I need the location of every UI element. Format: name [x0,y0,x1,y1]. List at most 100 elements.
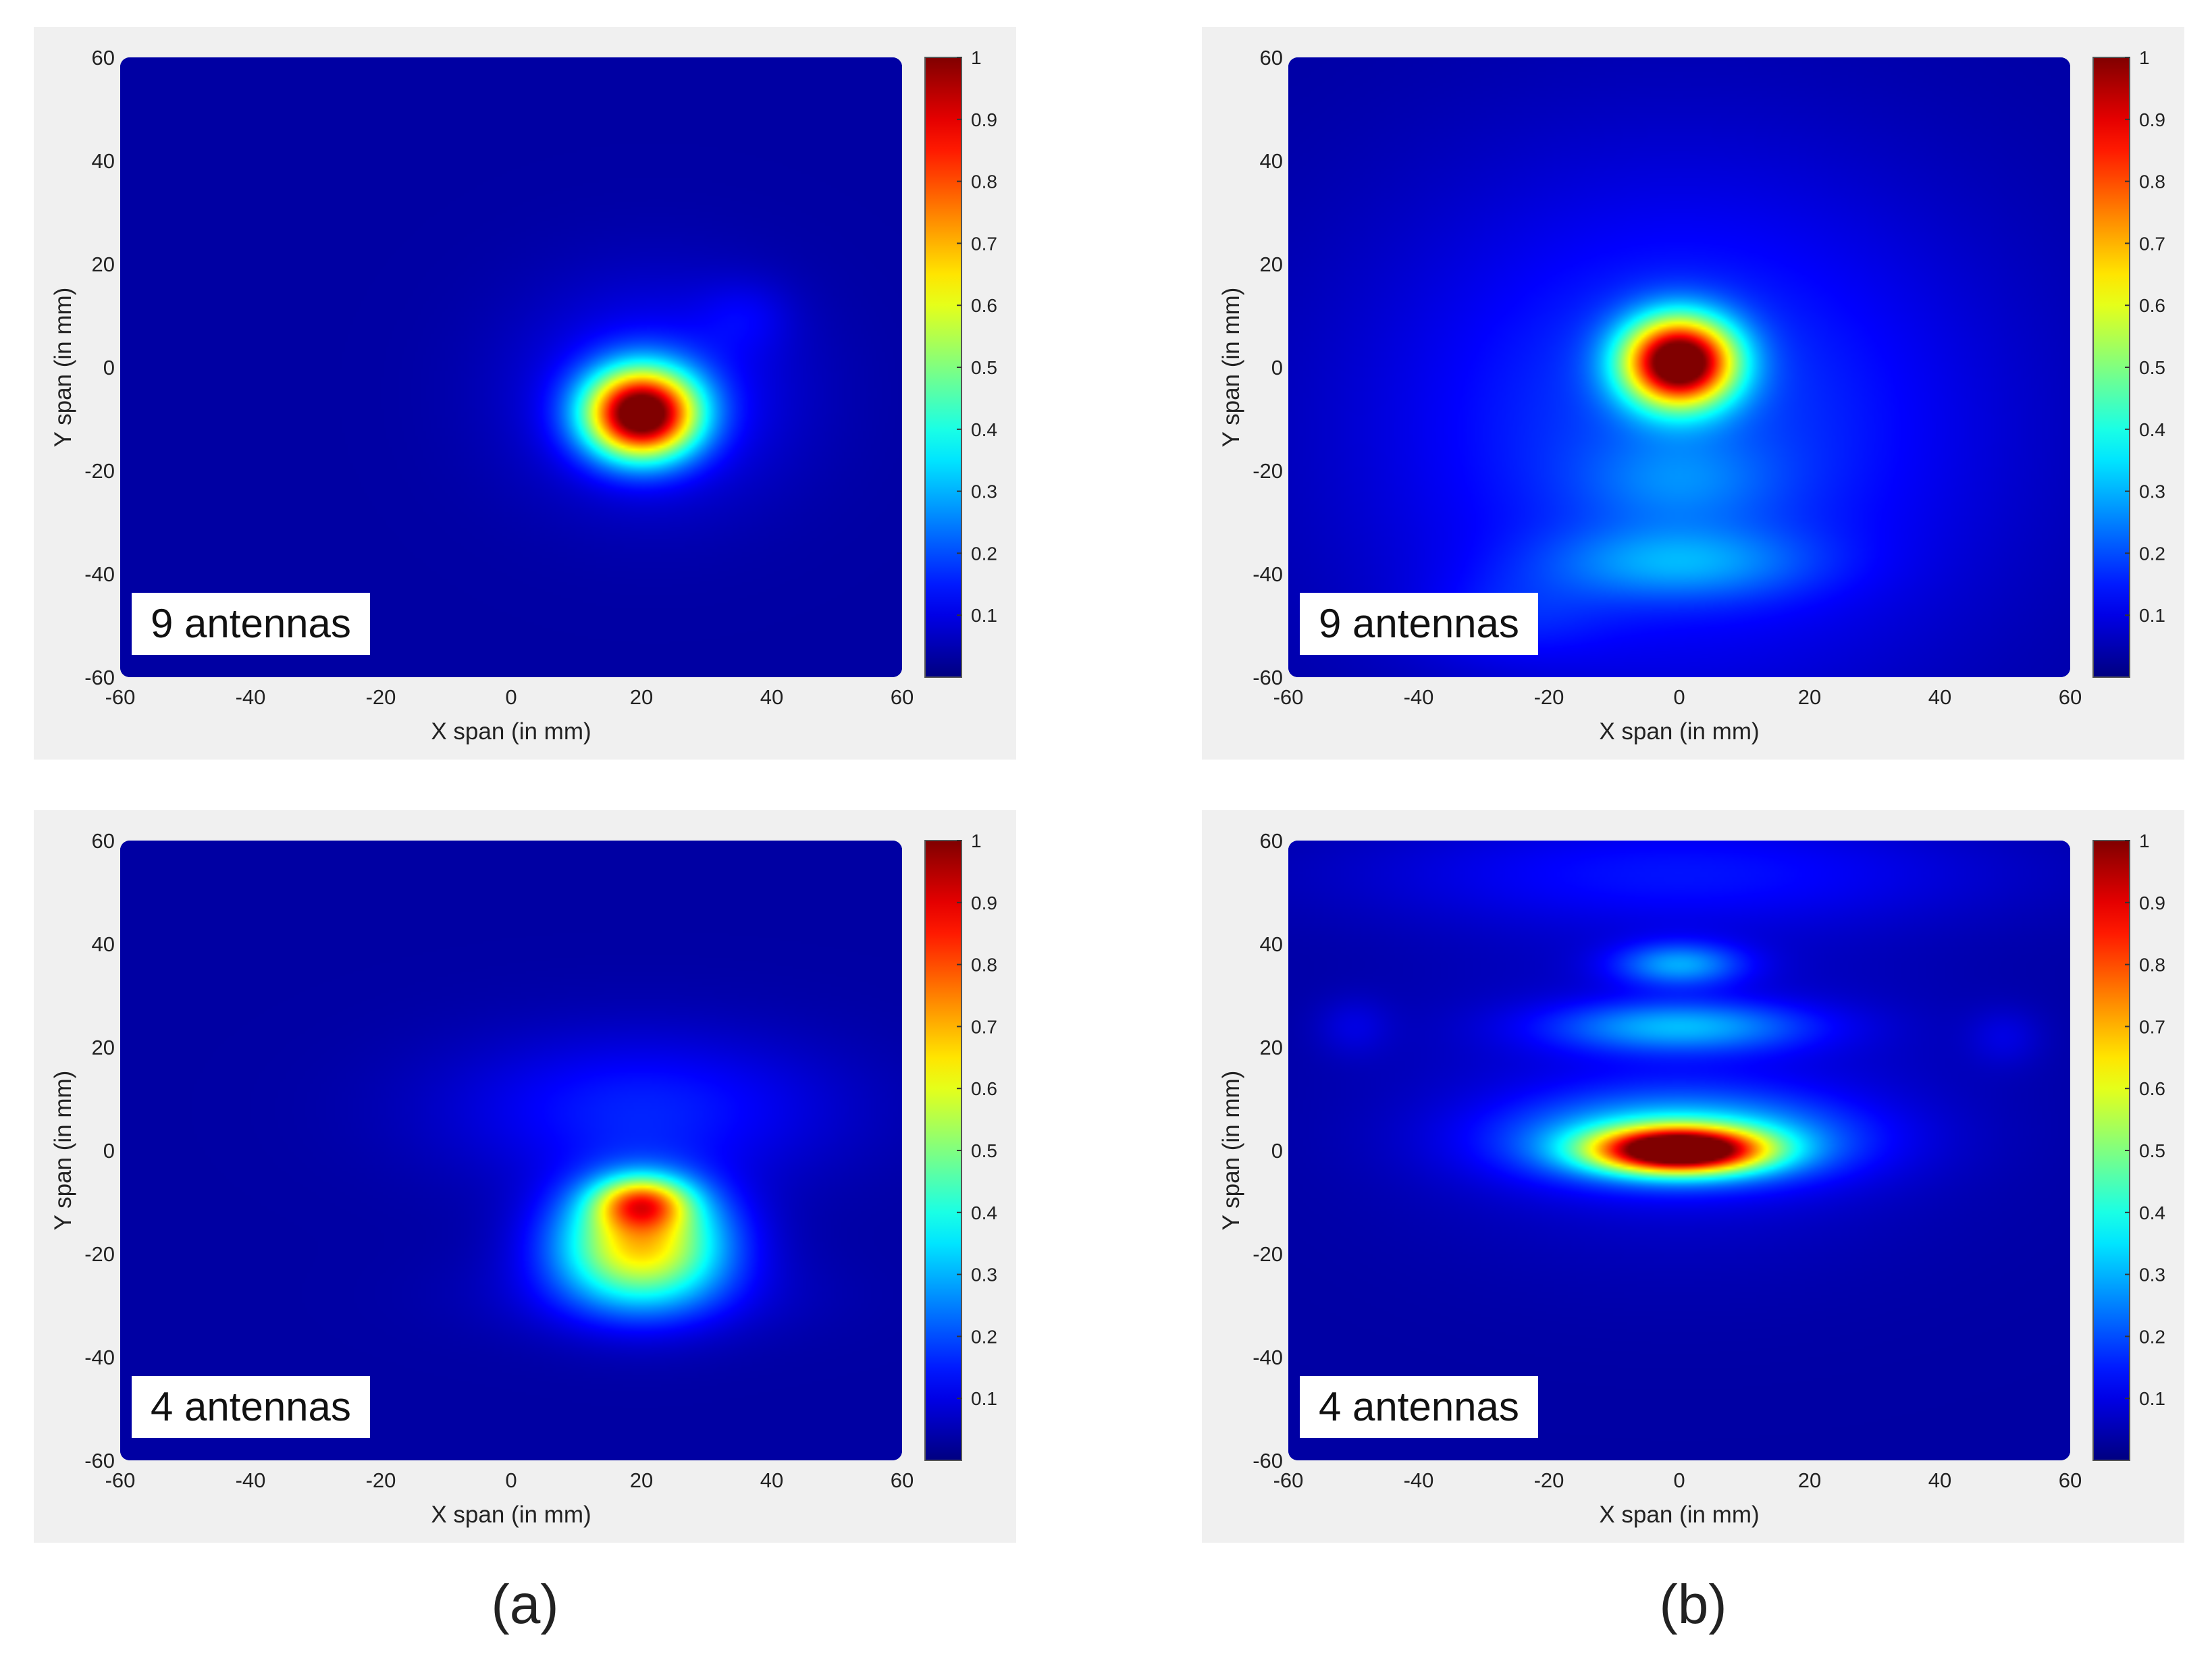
y-tick-label: 0 [103,356,115,379]
x-tick-label: 20 [1798,685,1821,709]
x-tick-label: -60 [1273,685,1304,709]
colorbar-tick-label: 0.3 [2139,1265,2165,1285]
x-tick-label: -20 [366,685,396,709]
heatmap-image [1288,57,2070,677]
colorbar-tick-label: 0.5 [2139,357,2165,378]
colorbar-tick-label: 0.1 [971,1388,997,1409]
x-tick-label: 20 [630,685,653,709]
x-tick-label: -40 [236,685,266,709]
x-tick-label: -20 [1534,685,1564,709]
y-tick-label: -20 [84,459,115,483]
y-axis-label: Y span (in mm) [1218,1071,1244,1231]
x-tick-label: -60 [105,685,136,709]
colorbar-tick-label: 0.6 [971,1078,997,1099]
y-tick-label: 40 [1260,149,1283,173]
y-tick-label: 60 [92,46,115,70]
colorbar-tick-label: 0.7 [2139,233,2165,254]
colorbar-tick-label: 0.6 [2139,295,2165,316]
x-tick-label: 0 [1673,685,1685,709]
colorbar-tick-label: 0.8 [2139,955,2165,976]
x-axis-label: X span (in mm) [431,1502,591,1528]
colorbar-tick-label: 0.9 [2139,893,2165,913]
y-tick-label: 0 [1271,1139,1283,1163]
x-tick-label: -60 [1273,1468,1304,1492]
y-axis-label: Y span (in mm) [50,1071,76,1231]
x-axis-label: X span (in mm) [1599,1502,1759,1528]
y-axis-label: Y span (in mm) [1218,288,1244,448]
colorbar-tick-label: 0.8 [971,171,997,192]
colorbar [2092,57,2130,678]
colorbar-tick-label: 0.3 [2139,481,2165,502]
x-tick-label: 20 [1798,1468,1821,1492]
colorbar-tick-label: 0.4 [971,419,997,440]
y-axis-label: Y span (in mm) [50,288,76,448]
heatmap-plot-area [120,841,902,1460]
colorbar-tick-label: 0.2 [971,1326,997,1347]
y-tick-label: -60 [1253,1449,1283,1473]
x-tick-label: 40 [1928,685,1951,709]
y-tick-label: 0 [1271,356,1283,379]
antenna-count-label: 9 antennas [1300,593,1538,655]
colorbar-tick-label: 1 [2139,47,2150,68]
colorbar-tick-label: 0.7 [2139,1016,2165,1037]
colorbar-tick-label: 0.1 [2139,605,2165,626]
colorbar-tick-label: 0.1 [2139,1388,2165,1409]
x-tick-label: 60 [891,685,914,709]
heatmap-image [120,841,902,1460]
y-tick-label: 60 [1260,46,1283,70]
colorbar-tick-label: 0.2 [971,543,997,564]
colorbar-tick-label: 0.3 [971,1265,997,1285]
colorbar-tick-label: 0.9 [971,893,997,913]
y-tick-label: 40 [92,149,115,173]
colorbar [924,57,962,678]
group-label-a: (a) [491,1574,559,1635]
x-tick-label: 60 [2059,685,2082,709]
colorbar-tick-label: 0.9 [2139,109,2165,130]
x-tick-label: 40 [1928,1468,1951,1492]
colorbar [2092,840,2130,1461]
colorbar-tick-label: 0.9 [971,109,997,130]
antenna-count-label: 4 antennas [132,1376,370,1438]
colorbar-tick-label: 0.4 [971,1202,997,1223]
y-tick-label: -40 [84,562,115,586]
axes-and-colorbar: -60 -40 -20 0 20 40 60 -60 -40 -20 0 20 40 60 X span (… [1218,46,2165,745]
y-tick-label: 40 [92,932,115,956]
heatmap-plot-area [1288,57,2070,677]
x-tick-label: -20 [1534,1468,1564,1492]
colorbar-tick-label: 1 [971,830,982,851]
colorbar-tick-label: 0.7 [971,1016,997,1037]
heatmap-panel-a-4-antennas: 4 antennas -60 -40 -20 0 20 40 60 -60 -40 -20 0 20 4… [34,810,1016,1543]
x-tick-label: -40 [1404,1468,1434,1492]
colorbar-tick-label: 0.5 [2139,1140,2165,1161]
x-tick-label: 40 [760,685,783,709]
antenna-count-label: 4 antennas [1300,1376,1538,1438]
y-tick-label: 40 [1260,932,1283,956]
y-tick-label: -20 [1253,1242,1283,1266]
x-tick-label: 0 [505,1468,517,1492]
x-tick-label: -40 [236,1468,266,1492]
y-tick-label: 0 [103,1139,115,1163]
colorbar-tick-label: 0.1 [971,605,997,626]
y-tick-label: 20 [92,253,115,276]
colorbar-tick-label: 0.7 [971,233,997,254]
colorbar-tick-label: 0.2 [2139,543,2165,564]
x-tick-label: 60 [2059,1468,2082,1492]
axes-and-colorbar: -60 -40 -20 0 20 40 60 -60 -40 -20 0 20 40 60 X span (… [50,46,997,745]
x-tick-label: -60 [105,1468,136,1492]
y-tick-label: -20 [1253,459,1283,483]
heatmap-panel-b-9-antennas: 9 antennas -60 -40 -20 0 20 40 60 -60 -40 -20 0 20 4… [1202,27,2184,760]
colorbar-tick-label: 0.8 [971,955,997,976]
colorbar-tick-label: 0.5 [971,357,997,378]
colorbar-tick-label: 0.4 [2139,419,2165,440]
colorbar-tick-label: 0.4 [2139,1202,2165,1223]
heatmap-plot-area [1288,841,2070,1460]
y-tick-label: 20 [92,1036,115,1059]
y-tick-label: -60 [84,666,115,689]
heatmap-panel-a-9-antennas: 9 antennas -60 -40 -20 0 20 40 60 -60 -40 -20 0 20 4… [34,27,1016,760]
x-tick-label: 40 [760,1468,783,1492]
x-tick-label: 0 [1673,1468,1685,1492]
y-tick-label: -40 [1253,1346,1283,1369]
antenna-count-label: 9 antennas [132,593,370,655]
y-tick-label: -60 [1253,666,1283,689]
colorbar-tick-label: 0.3 [971,481,997,502]
